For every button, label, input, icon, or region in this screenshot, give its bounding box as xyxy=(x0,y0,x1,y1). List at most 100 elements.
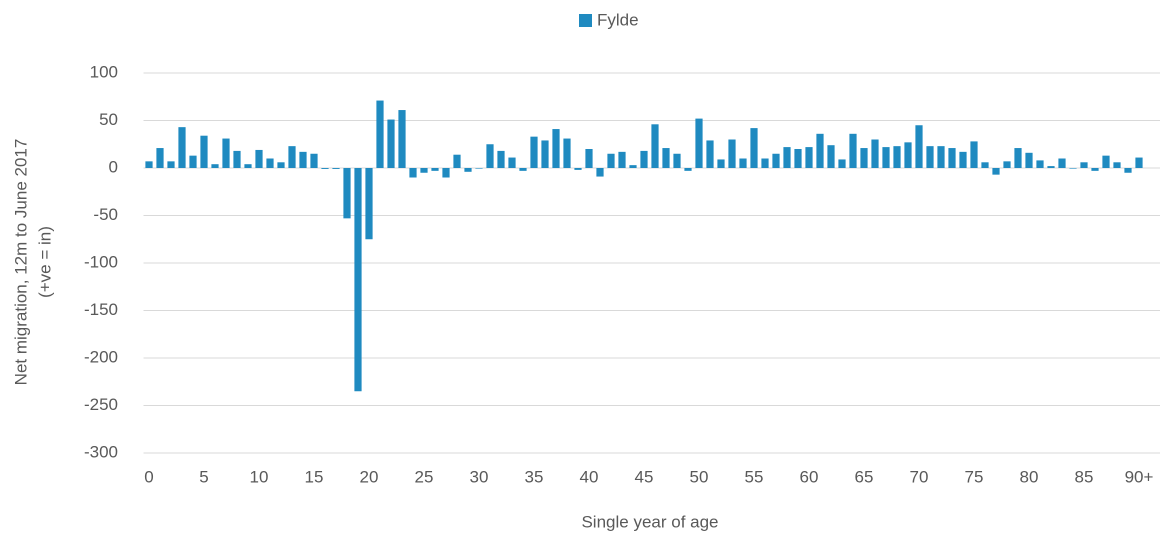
bar xyxy=(948,148,956,168)
x-tick-label: 45 xyxy=(635,467,654,486)
bar xyxy=(651,124,659,168)
bar xyxy=(585,149,593,168)
bar xyxy=(387,119,395,168)
bar xyxy=(794,149,802,168)
bar xyxy=(904,142,912,168)
x-axis-label: Single year of age xyxy=(581,512,718,531)
y-tick-label: -300 xyxy=(84,442,118,461)
x-tick-label: 40 xyxy=(580,467,599,486)
bar xyxy=(310,153,318,168)
bar xyxy=(574,168,582,170)
bar xyxy=(662,148,670,168)
bar xyxy=(871,139,879,168)
y-axis-label: (+ve = in) xyxy=(35,226,54,298)
bar xyxy=(288,146,296,168)
bar xyxy=(849,133,857,168)
bar xyxy=(937,146,945,168)
bar xyxy=(178,127,186,168)
bar xyxy=(1091,168,1099,171)
x-tick-label: 25 xyxy=(415,467,434,486)
y-tick-label: -50 xyxy=(93,205,118,224)
bar xyxy=(464,168,472,172)
bar xyxy=(299,151,307,168)
bar xyxy=(893,146,901,168)
bar xyxy=(772,153,780,168)
bar xyxy=(486,144,494,168)
bar xyxy=(706,140,714,168)
bar xyxy=(530,136,538,168)
y-tick-label: 0 xyxy=(109,157,118,176)
bar xyxy=(321,168,329,169)
bar xyxy=(1025,152,1033,168)
x-tick-label: 30 xyxy=(470,467,489,486)
x-tick-label: 50 xyxy=(690,467,709,486)
x-tick-label: 90+ xyxy=(1125,467,1154,486)
bar xyxy=(420,168,428,173)
bar xyxy=(728,139,736,168)
bar xyxy=(277,162,285,168)
y-axis-label: Net migration, 12m to June 2017 xyxy=(11,139,30,386)
x-tick-label: 70 xyxy=(910,467,929,486)
bar xyxy=(189,155,197,168)
bar xyxy=(838,159,846,168)
bar xyxy=(684,168,692,171)
x-tick-label: 15 xyxy=(305,467,324,486)
bar xyxy=(1135,157,1143,168)
bar xyxy=(1102,155,1110,168)
bar xyxy=(442,168,450,178)
bar xyxy=(244,164,252,168)
bar xyxy=(629,165,637,168)
y-tick-label: 50 xyxy=(99,110,118,129)
bar xyxy=(761,158,769,168)
bar xyxy=(618,151,626,168)
bar xyxy=(640,150,648,168)
bar xyxy=(1058,158,1066,168)
bar xyxy=(332,168,340,169)
bar xyxy=(1047,166,1055,168)
bar xyxy=(882,147,890,168)
y-tick-label: -150 xyxy=(84,300,118,319)
bar xyxy=(233,150,241,168)
bar xyxy=(750,128,758,168)
bar xyxy=(970,141,978,168)
bar xyxy=(156,148,164,168)
legend-swatch xyxy=(579,14,592,27)
x-tick-label: 65 xyxy=(855,467,874,486)
y-tick-label: 100 xyxy=(90,62,118,81)
x-tick-label: 60 xyxy=(800,467,819,486)
bar xyxy=(255,149,263,168)
bar xyxy=(1069,168,1077,169)
bar xyxy=(860,148,868,168)
bar xyxy=(563,138,571,168)
bar xyxy=(805,147,813,168)
y-tick-label: -250 xyxy=(84,395,118,414)
bar xyxy=(1003,161,1011,168)
bar xyxy=(915,125,923,168)
bar xyxy=(365,168,373,240)
x-tick-label: 0 xyxy=(144,467,153,486)
bar xyxy=(1014,148,1022,168)
bar xyxy=(739,158,747,168)
bar xyxy=(497,150,505,168)
bar xyxy=(926,146,934,168)
bar xyxy=(816,133,824,168)
bar xyxy=(1036,160,1044,168)
bar xyxy=(343,168,351,219)
x-tick-label: 20 xyxy=(360,467,379,486)
legend-label: Fylde xyxy=(597,10,639,29)
bar xyxy=(992,168,1000,175)
bar xyxy=(981,162,989,168)
x-tick-label: 5 xyxy=(199,467,208,486)
bar xyxy=(431,168,439,171)
x-tick-label: 10 xyxy=(250,467,269,486)
x-tick-label: 55 xyxy=(745,467,764,486)
bar xyxy=(354,168,362,392)
y-tick-label: -200 xyxy=(84,347,118,366)
bar xyxy=(607,153,615,168)
bar xyxy=(541,140,549,168)
x-tick-label: 80 xyxy=(1020,467,1039,486)
bar xyxy=(959,151,967,168)
x-tick-label: 75 xyxy=(965,467,984,486)
bar xyxy=(1124,168,1132,173)
